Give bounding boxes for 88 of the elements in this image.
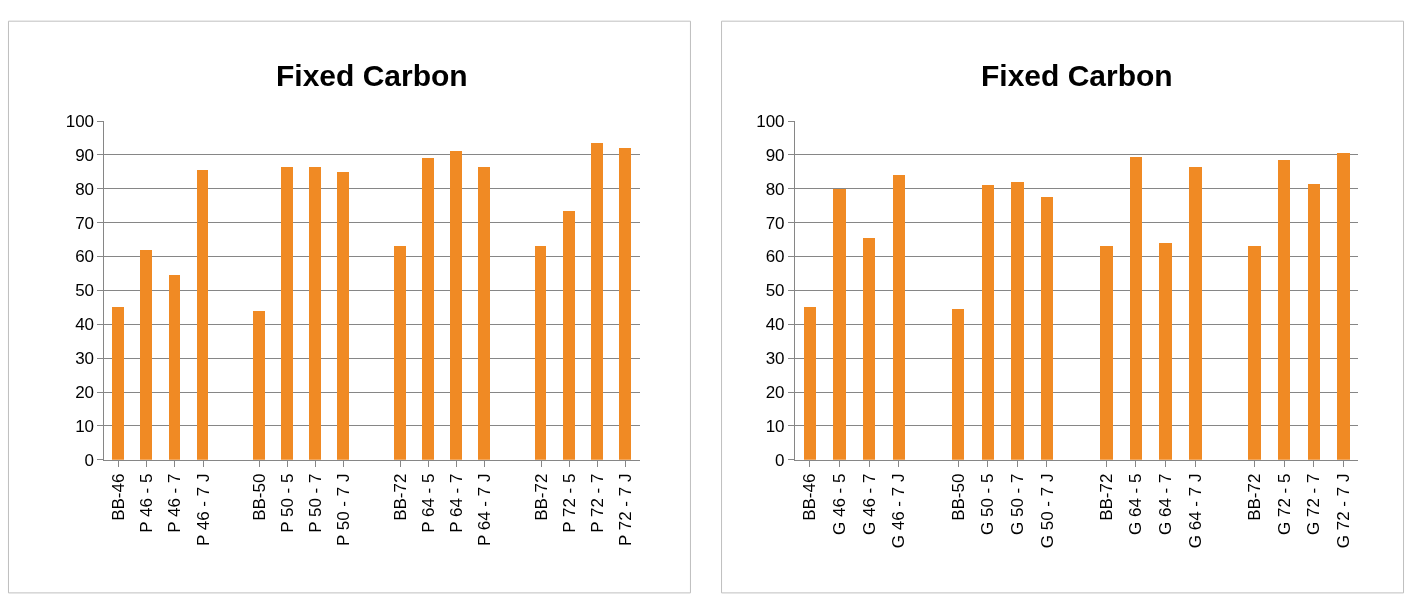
bar — [1010, 182, 1024, 460]
bar — [803, 307, 816, 460]
x-tick-label: G 64 - 5 — [1126, 473, 1146, 536]
x-tick-label: P 46 - 7 — [165, 473, 185, 533]
y-tick-label: 70 — [75, 213, 95, 233]
chart-title: Fixed Carbon — [276, 59, 468, 92]
y-tick-label: 100 — [756, 111, 785, 131]
bar — [337, 172, 350, 460]
bar — [1129, 157, 1142, 460]
x-tick-label: P 46 - 5 — [137, 473, 157, 533]
x-tick-label: G 64 - 7 — [1156, 473, 1176, 536]
x-tick-label: G 64 - 7 J — [1185, 473, 1205, 549]
y-tick-label: 50 — [75, 281, 95, 301]
chart-title: Fixed Carbon — [981, 59, 1173, 92]
x-tick-label: G 46 - 5 — [829, 473, 849, 536]
bar — [1277, 160, 1290, 460]
bar — [169, 275, 181, 460]
bar — [892, 175, 905, 460]
y-tick-label: 90 — [765, 145, 785, 165]
bar — [563, 211, 576, 460]
x-tick-label: P 72 - 5 — [559, 473, 579, 533]
x-tick-label: G 72 - 7 J — [1334, 473, 1354, 549]
y-tick-label: 90 — [75, 145, 95, 165]
x-tick-label: P 64 - 7 J — [475, 473, 495, 547]
x-tick-label: G 72 - 5 — [1274, 473, 1294, 536]
y-tick-label: 30 — [75, 349, 95, 369]
bar — [281, 167, 294, 460]
bar — [862, 238, 875, 460]
x-tick-label: P 50 - 5 — [278, 473, 298, 533]
x-tick-label: P 64 - 5 — [418, 473, 438, 533]
x-tick-label: G 46 - 7 — [859, 473, 879, 536]
x-tick-label: BB-50 — [249, 473, 269, 521]
x-tick-label: P 46 - 7 J — [193, 473, 213, 547]
x-tick-label: BB-72 — [1096, 473, 1116, 521]
x-tick-label: G 50 - 7 J — [1037, 473, 1057, 549]
bar — [951, 309, 964, 460]
bar — [140, 250, 153, 460]
x-tick-label: BB-72 — [1245, 473, 1265, 521]
bar — [1307, 184, 1320, 460]
x-tick-label: G 72 - 7 — [1304, 473, 1324, 536]
y-tick-label: 10 — [765, 416, 785, 436]
y-tick-label: 100 — [65, 111, 95, 131]
x-tick-label: P 64 - 7 — [447, 473, 467, 533]
x-tick-label: BB-72 — [390, 473, 410, 521]
y-tick-label: 80 — [75, 179, 95, 199]
x-tick-label: P 72 - 7 J — [616, 473, 636, 547]
bar — [1247, 246, 1261, 460]
bar — [619, 148, 632, 460]
y-tick-label: 0 — [775, 450, 785, 470]
x-tick-label: BB-46 — [109, 473, 129, 521]
x-tick-label: P 50 - 7 J — [334, 473, 354, 547]
bar — [394, 246, 407, 460]
x-tick-label: G 46 - 7 J — [889, 473, 909, 549]
bar — [112, 307, 125, 460]
bar — [1099, 246, 1113, 460]
bar — [1336, 153, 1350, 460]
bar — [450, 151, 463, 460]
bar — [1040, 197, 1053, 460]
x-tick-label: P 50 - 7 — [306, 473, 326, 533]
bar — [422, 158, 435, 460]
y-tick-label: 0 — [84, 450, 95, 470]
y-tick-label: 70 — [765, 213, 785, 233]
bar — [309, 167, 322, 460]
y-tick-label: 40 — [765, 315, 785, 335]
y-tick-label: 40 — [75, 315, 95, 335]
x-tick-label: G 50 - 7 — [1007, 473, 1027, 536]
bar — [253, 311, 266, 460]
bar — [591, 143, 604, 460]
x-tick-label: P 72 - 7 — [587, 473, 607, 533]
y-tick-label: 10 — [75, 416, 95, 436]
x-tick-label: BB-50 — [948, 473, 968, 521]
y-tick-label: 20 — [765, 382, 785, 402]
x-tick-label: BB-46 — [800, 473, 820, 521]
bar — [981, 185, 994, 460]
bar — [197, 170, 209, 460]
bar — [832, 189, 846, 460]
y-tick-label: 60 — [765, 247, 785, 267]
bar — [1158, 243, 1172, 460]
x-tick-label: G 50 - 5 — [978, 473, 998, 536]
bar — [478, 167, 491, 460]
bar — [1188, 167, 1202, 460]
y-tick-label: 20 — [75, 382, 95, 402]
y-tick-label: 50 — [765, 281, 785, 301]
y-tick-label: 30 — [765, 349, 785, 369]
x-tick-label: BB-72 — [531, 473, 551, 521]
y-tick-label: 60 — [75, 247, 95, 267]
y-tick-label: 80 — [765, 179, 785, 199]
bar — [535, 246, 547, 460]
